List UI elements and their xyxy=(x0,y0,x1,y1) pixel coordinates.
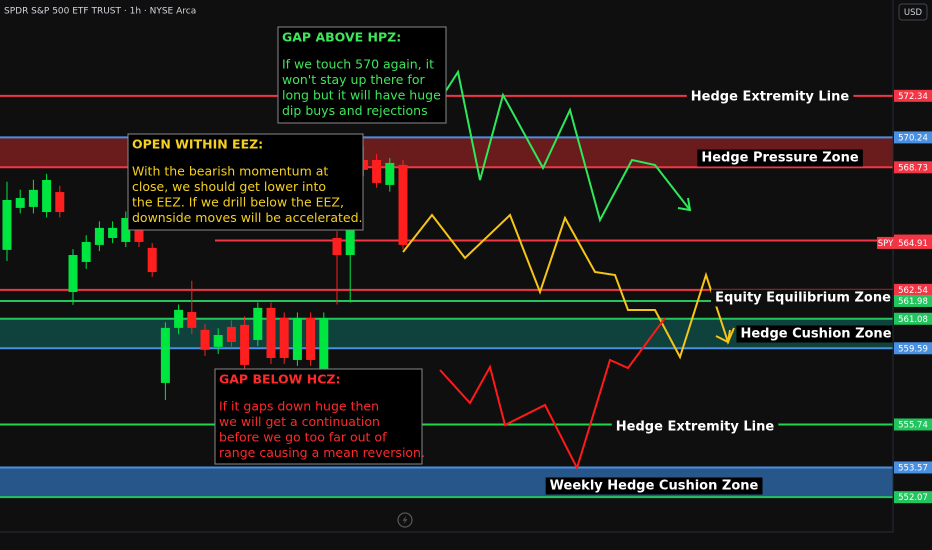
price-label-bg xyxy=(894,491,932,504)
candle-body xyxy=(68,255,78,293)
annotation-title: OPEN WITHIN EEZ: xyxy=(132,137,263,152)
currency-button[interactable] xyxy=(898,3,928,21)
candle-body xyxy=(385,162,395,185)
annotation-line: long but it will have huge xyxy=(282,88,441,103)
candle-body xyxy=(42,179,52,213)
annotation-line: close, we should get lower into xyxy=(132,179,326,194)
annotation-line: the EEZ. If we drill below the EEZ, xyxy=(132,195,344,210)
price-label-bg xyxy=(894,161,932,174)
price-label: 559.59 xyxy=(898,344,928,354)
symbol-label: SPY xyxy=(878,239,894,249)
price-label: 552.07 xyxy=(898,493,928,503)
annotation-line: won't stay up there for xyxy=(282,72,425,87)
candle-body xyxy=(240,324,250,365)
zone-label: Hedge Cushion Zone xyxy=(740,327,891,342)
chart-title: SPDR S&P 500 ETF TRUST · 1h · NYSE Arca xyxy=(4,7,196,17)
price-label: 561.08 xyxy=(898,315,928,325)
candle-body xyxy=(332,237,342,256)
price-label-bg xyxy=(894,294,932,307)
price-label: 555.74 xyxy=(898,420,928,430)
price-label: 564.91 xyxy=(898,239,928,249)
annotations: GAP ABOVE HPZ:If we touch 570 again, itw… xyxy=(127,26,447,465)
candle-body xyxy=(266,307,276,358)
candle-body xyxy=(121,217,131,242)
label-bg xyxy=(686,88,854,106)
candle-body xyxy=(279,317,289,358)
price-label-bg xyxy=(894,342,932,355)
red-projection xyxy=(439,317,666,471)
price-label: 570.24 xyxy=(898,133,928,143)
logo xyxy=(397,512,413,528)
candle-body xyxy=(292,317,302,360)
price-label-bg xyxy=(894,418,932,431)
green-projection xyxy=(439,69,691,223)
candle-body xyxy=(94,227,104,245)
price-label: 561.98 xyxy=(898,297,928,307)
annotation-line: If it gaps down huge then xyxy=(219,399,379,414)
level-label: Equity Equilibrium Zone xyxy=(715,291,891,306)
candle-body xyxy=(306,317,316,360)
level-label: Hedge Extremity Line xyxy=(691,90,850,105)
candle-body xyxy=(200,329,210,350)
price-label-bg xyxy=(894,283,932,296)
candle-body xyxy=(28,189,38,207)
annotation-title: GAP BELOW HCZ: xyxy=(219,372,341,387)
candle-body xyxy=(2,199,12,250)
candle-body xyxy=(398,164,408,245)
candle-body xyxy=(372,159,382,183)
price-label-bg xyxy=(894,236,932,249)
zone-label: Hedge Pressure Zone xyxy=(701,151,859,166)
candle-body xyxy=(108,227,118,238)
label-bg xyxy=(736,325,896,343)
annotation-line: range causing a mean reversion. xyxy=(219,445,425,460)
symbol-bg xyxy=(877,236,894,249)
price-label: 568.73 xyxy=(898,163,928,173)
candle-body xyxy=(147,247,157,273)
candle-body xyxy=(81,241,91,262)
candle-body xyxy=(15,197,25,208)
annotation-title: GAP ABOVE HPZ: xyxy=(282,30,401,45)
annotation-line: dip buys and rejections xyxy=(282,103,428,118)
arrow-head xyxy=(677,197,692,212)
annotation-line: If we touch 570 again, it xyxy=(282,57,434,72)
candle-body xyxy=(319,317,329,371)
candle-body xyxy=(187,312,197,328)
candle-body xyxy=(226,326,236,342)
annotation-box xyxy=(127,133,364,231)
level-labels: Hedge Pressure Zone Hedge Cushion Zone Wee… xyxy=(545,88,896,495)
price-label: 553.57 xyxy=(898,463,928,473)
candle-body xyxy=(213,334,223,347)
projections xyxy=(402,69,735,471)
label-bg xyxy=(697,149,863,167)
price-label-bg xyxy=(894,131,932,144)
annotation-line: downside moves will be accelerated. xyxy=(132,210,362,225)
annotation-line: With the bearish momentum at xyxy=(132,164,328,179)
yellow-projection xyxy=(402,213,735,360)
price-label-bg xyxy=(894,89,932,102)
currency: USD xyxy=(904,8,923,18)
price-label: 572.34 xyxy=(898,92,928,102)
price-label-bg xyxy=(894,461,932,474)
candle-body xyxy=(253,307,263,340)
annotation-box xyxy=(277,26,447,124)
zone-label: Weekly Hedge Cushion Zone xyxy=(550,479,759,494)
label-bg xyxy=(611,418,779,436)
annotation-line: before we go too far out of xyxy=(219,430,387,445)
axis-labels: 572.34570.24568.73565.03564.91562.54561.… xyxy=(877,89,932,504)
label-bg xyxy=(711,289,896,307)
level-label: Hedge Extremity Line xyxy=(616,420,775,435)
price-label: 562.54 xyxy=(898,286,928,296)
annotation-box xyxy=(214,368,423,465)
price-label-bg xyxy=(894,312,932,325)
arrow-head xyxy=(715,329,731,344)
candle-body xyxy=(345,227,355,256)
time-axis xyxy=(0,532,893,550)
candle-body xyxy=(160,327,170,383)
annotation-line: we will get a continuation xyxy=(219,414,380,429)
label-bg xyxy=(545,477,763,495)
candle-body xyxy=(55,192,65,213)
candle-body xyxy=(174,309,184,328)
